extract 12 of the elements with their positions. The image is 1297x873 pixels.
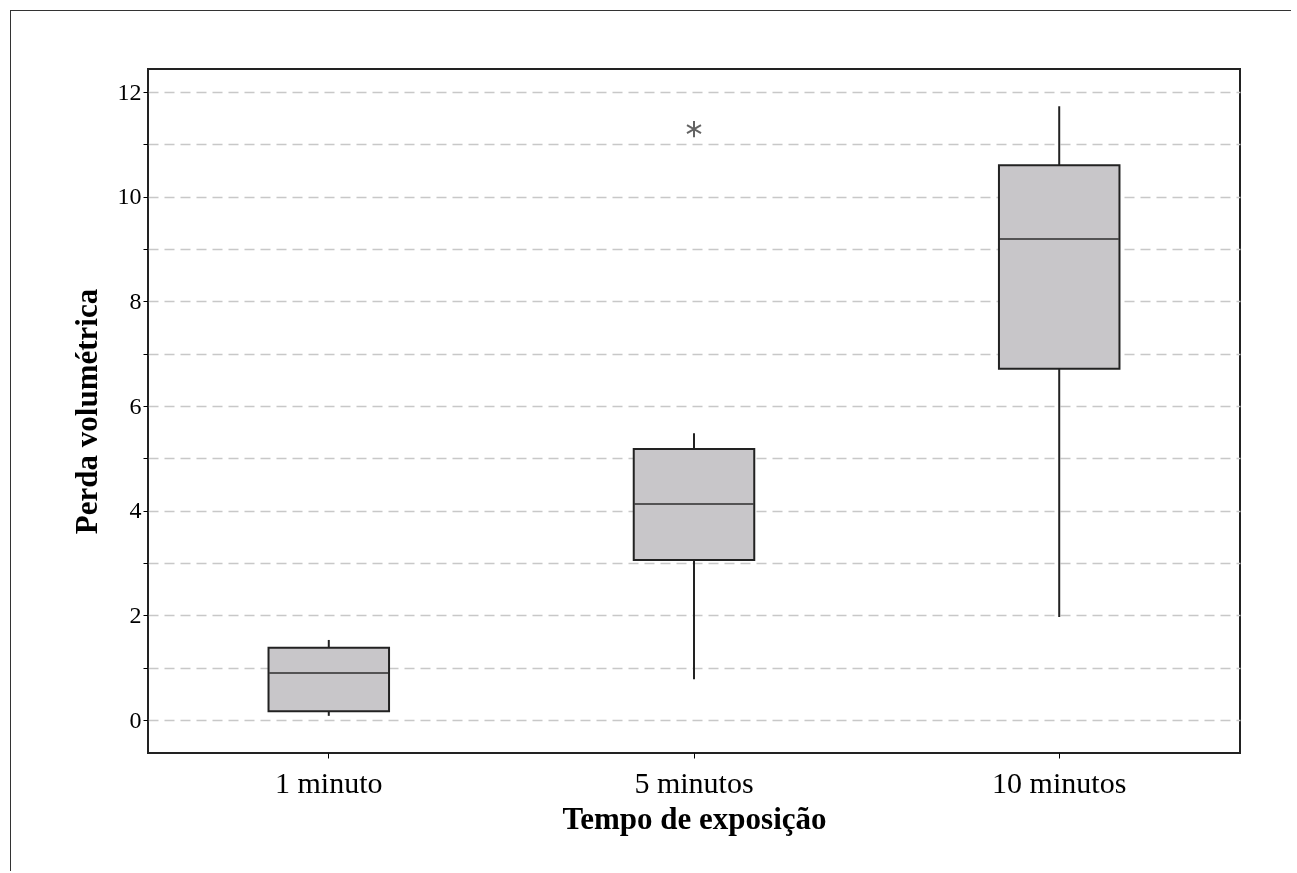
y-tick-label: 2 <box>129 601 142 628</box>
y-tick-label: 8 <box>129 287 142 314</box>
x-axis-title: Tempo de exposição <box>562 800 827 836</box>
y-tick-label: 4 <box>129 497 142 524</box>
x-tick-label: 5 minutos <box>634 765 754 799</box>
x-tick-label: 1 minuto <box>275 765 383 799</box>
x-tick-label: 10 minutos <box>992 765 1127 799</box>
y-tick-label: 6 <box>129 392 142 419</box>
y-axis-title: Perda volumétrica <box>68 288 104 535</box>
y-tick-label: 12 <box>117 78 142 105</box>
y-tick-label: 10 <box>117 183 142 210</box>
y-tick-label: 0 <box>129 706 142 733</box>
